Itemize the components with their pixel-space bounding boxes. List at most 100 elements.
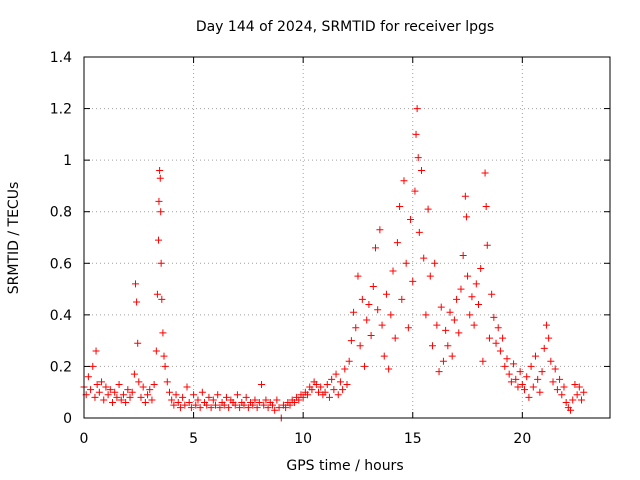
data-point	[409, 277, 417, 285]
data-point	[413, 105, 421, 113]
data-point	[404, 324, 412, 332]
chart-title: Day 144 of 2024, SRMTID for receiver lpg…	[196, 19, 494, 35]
data-point	[453, 295, 461, 303]
data-point	[115, 380, 123, 388]
data-point	[536, 388, 544, 396]
data-point	[428, 342, 436, 350]
data-point	[485, 334, 493, 342]
data-point	[562, 399, 570, 407]
data-point	[273, 396, 281, 404]
data-point	[347, 337, 355, 345]
data-point	[553, 386, 561, 394]
data-point	[141, 399, 149, 407]
data-point	[156, 166, 164, 174]
data-point	[385, 365, 393, 373]
data-point	[505, 370, 513, 378]
data-point	[444, 342, 452, 350]
y-tick-label: 1.2	[50, 102, 72, 118]
data-point	[560, 383, 568, 391]
data-point	[483, 241, 491, 249]
data-points	[80, 105, 588, 422]
data-point	[499, 334, 507, 342]
data-point	[192, 401, 200, 409]
data-point	[132, 280, 140, 288]
data-point	[225, 404, 233, 412]
data-point	[133, 298, 141, 306]
data-point	[475, 301, 482, 309]
data-point	[207, 404, 215, 412]
data-point	[389, 267, 397, 275]
data-point	[198, 388, 206, 396]
data-point	[275, 404, 283, 412]
data-point	[134, 339, 142, 347]
data-point	[382, 290, 390, 298]
data-point	[286, 401, 294, 409]
data-point	[106, 386, 114, 394]
data-point	[402, 259, 410, 267]
data-point	[95, 388, 103, 396]
grid-layer	[84, 57, 610, 418]
y-axis-label: SRMTID / TECUs	[6, 182, 22, 295]
data-point	[387, 311, 395, 319]
data-point	[93, 380, 101, 388]
data-point	[492, 339, 500, 347]
data-point	[343, 380, 351, 388]
data-point	[160, 352, 168, 360]
data-point	[172, 391, 180, 399]
data-point	[153, 290, 161, 298]
data-point	[578, 396, 586, 404]
data-point	[282, 404, 290, 412]
data-point	[433, 321, 441, 329]
data-point	[571, 380, 579, 388]
data-point	[525, 393, 533, 401]
data-point	[407, 215, 415, 223]
data-point	[450, 316, 458, 324]
data-point	[448, 352, 456, 360]
data-point	[472, 280, 480, 288]
data-point	[137, 393, 145, 401]
data-point	[334, 391, 342, 399]
data-point	[376, 226, 384, 234]
data-point	[358, 295, 366, 303]
data-point	[380, 352, 388, 360]
data-point	[455, 329, 463, 337]
data-point	[315, 388, 323, 396]
data-point	[253, 404, 261, 412]
data-point	[290, 399, 298, 407]
data-point	[158, 295, 166, 303]
data-point	[203, 401, 211, 409]
data-point	[414, 154, 422, 162]
data-point	[545, 334, 553, 342]
data-point	[446, 308, 454, 316]
data-point	[194, 396, 202, 404]
data-point	[161, 362, 169, 370]
data-point	[170, 401, 178, 409]
data-point	[152, 347, 160, 355]
data-point	[516, 368, 524, 376]
data-point	[236, 404, 244, 412]
data-point	[190, 391, 198, 399]
data-point	[157, 208, 165, 216]
plot-frame	[83, 56, 611, 419]
data-point	[512, 375, 520, 383]
data-point	[457, 285, 465, 293]
data-point	[156, 174, 164, 182]
data-point	[371, 244, 379, 252]
data-point	[196, 404, 204, 412]
data-point	[369, 282, 377, 290]
data-point	[174, 399, 182, 407]
data-point	[216, 404, 224, 412]
data-point	[124, 386, 132, 394]
data-point	[240, 401, 248, 409]
data-point	[523, 373, 531, 381]
data-point	[117, 396, 125, 404]
data-point	[558, 391, 566, 399]
data-point	[249, 401, 257, 409]
data-point	[104, 391, 112, 399]
data-point	[531, 352, 539, 360]
data-point	[470, 321, 478, 329]
data-point	[551, 365, 559, 373]
data-point	[556, 375, 564, 383]
data-point	[510, 360, 518, 368]
data-point	[323, 380, 331, 388]
